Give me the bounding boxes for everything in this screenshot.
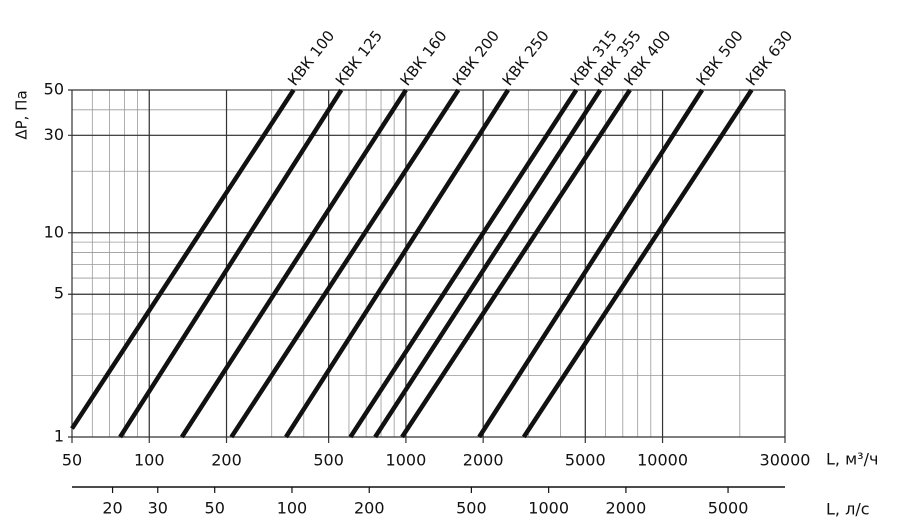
series-line — [373, 88, 603, 439]
series-label: КВК 630 — [742, 27, 796, 89]
x-tick-label: 10000 — [637, 451, 688, 470]
x2-tick-label: 1000 — [528, 499, 569, 518]
y-tick-label: 50 — [44, 80, 64, 99]
series-line — [70, 88, 296, 430]
x2-tick-label: 5000 — [708, 499, 749, 518]
series-line — [284, 88, 510, 439]
x-tick-label: 1000 — [386, 451, 427, 470]
x-tick-label: 5000 — [565, 451, 606, 470]
x2-tick-label: 500 — [456, 499, 487, 518]
x-tick-label: 200 — [211, 451, 242, 470]
y-tick-label: 30 — [44, 125, 64, 144]
y-axis-label: ΔP, Па — [13, 90, 31, 139]
series-line — [521, 88, 754, 439]
series-line — [229, 88, 461, 439]
x-axis-label: L, м³/ч — [826, 450, 878, 469]
series-line — [179, 88, 408, 439]
x2-tick-label: 50 — [205, 499, 225, 518]
x-tick-label: 30000 — [760, 451, 811, 470]
series-label: КВК 160 — [396, 27, 450, 89]
y-tick-label: 5 — [54, 284, 64, 303]
series-line — [477, 88, 704, 439]
x-tick-label: 50 — [62, 451, 82, 470]
y-tick-label: 10 — [44, 222, 64, 241]
series-label: КВК 100 — [284, 27, 338, 89]
series-line — [348, 88, 579, 439]
x-tick-label: 100 — [134, 451, 165, 470]
series-label: КВК 200 — [449, 27, 503, 89]
x2-tick-label: 2000 — [606, 499, 647, 518]
x-tick-label: 2000 — [463, 451, 504, 470]
x-tick-label: 500 — [313, 451, 344, 470]
x2-tick-label: 20 — [102, 499, 122, 518]
x2-tick-label: 200 — [354, 499, 385, 518]
series-label: КВК 125 — [332, 27, 386, 89]
x2-axis-label: L, л/с — [826, 500, 870, 519]
series-line — [400, 88, 632, 439]
y-tick-label: 1 — [54, 427, 64, 446]
x2-tick-label: 100 — [277, 499, 308, 518]
series-label: КВК 250 — [499, 27, 553, 89]
series-line — [118, 88, 344, 439]
series-label: КВК 500 — [693, 27, 747, 89]
x2-tick-label: 30 — [148, 499, 168, 518]
